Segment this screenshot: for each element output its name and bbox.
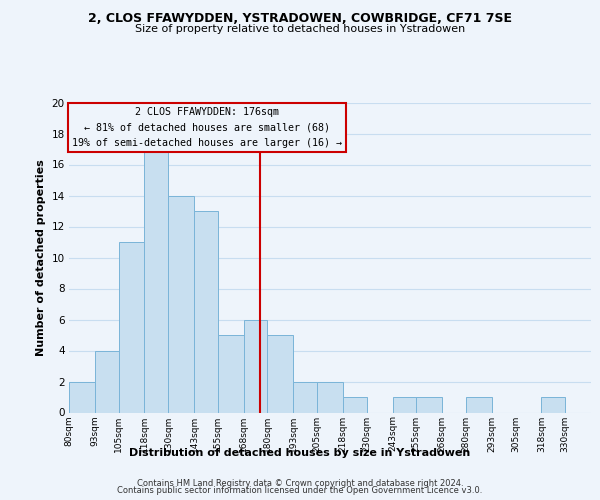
Bar [541,397,565,412]
Bar [218,335,244,412]
Bar [293,382,317,412]
Bar [119,242,145,412]
Bar [343,397,367,412]
Text: 2 CLOS FFAWYDDEN: 176sqm
← 81% of detached houses are smaller (68)
19% of semi-d: 2 CLOS FFAWYDDEN: 176sqm ← 81% of detach… [73,107,343,148]
Bar [95,350,119,412]
Text: 2, CLOS FFAWYDDEN, YSTRADOWEN, COWBRIDGE, CF71 7SE: 2, CLOS FFAWYDDEN, YSTRADOWEN, COWBRIDGE… [88,12,512,26]
Bar [194,211,218,412]
Text: Size of property relative to detached houses in Ystradowen: Size of property relative to detached ho… [135,24,465,34]
Bar [145,149,168,412]
Bar [168,196,194,412]
Bar [466,397,492,412]
Text: Contains public sector information licensed under the Open Government Licence v3: Contains public sector information licen… [118,486,482,495]
Bar [244,320,268,412]
Bar [416,397,442,412]
Text: Contains HM Land Registry data © Crown copyright and database right 2024.: Contains HM Land Registry data © Crown c… [137,478,463,488]
Bar [268,335,293,412]
Bar [317,382,343,412]
Bar [69,382,95,412]
Y-axis label: Number of detached properties: Number of detached properties [36,159,46,356]
Bar [392,397,416,412]
Text: Distribution of detached houses by size in Ystradowen: Distribution of detached houses by size … [130,448,470,458]
